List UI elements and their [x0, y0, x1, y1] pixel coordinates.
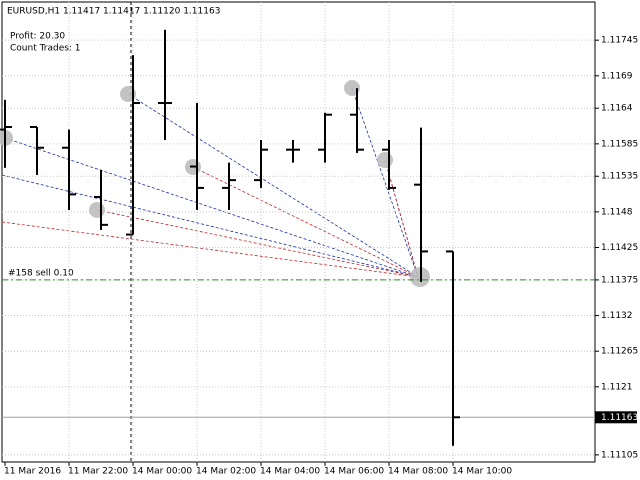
x-tick-label: 14 Mar 02:00 [196, 467, 256, 477]
y-tick-label: 1.11105 [601, 450, 638, 460]
y-tick-label: 1.11745 [601, 36, 638, 46]
x-tick-label: 11 Mar 22:00 [68, 467, 128, 477]
trade-line [96, 209, 419, 278]
plot-frame [1, 1, 596, 463]
y-tick-label: 1.1169 [601, 71, 633, 81]
order-label: #158 sell 0.10 [8, 268, 74, 278]
current-price-box [595, 411, 637, 424]
trade-line [1, 174, 419, 278]
x-tick-label: 14 Mar 06:00 [324, 467, 384, 477]
trade-point [377, 152, 393, 168]
trade-line [192, 166, 419, 278]
trade-point [89, 202, 105, 218]
x-tick-label: 14 Mar 04:00 [260, 467, 320, 477]
trade-line [384, 159, 419, 278]
y-tick-label: 1.11375 [601, 275, 638, 285]
current-price-label: 1.11163 [601, 413, 638, 423]
trade-points [0, 80, 430, 287]
x-tick-label: 11 Mar 2016 [4, 467, 61, 477]
y-tick-label: 1.1164 [601, 104, 633, 114]
trade-line [351, 87, 419, 278]
y-tick-label: 1.1148 [601, 207, 633, 217]
y-tick-label: 1.1132 [601, 311, 633, 321]
y-tick-label: 1.1121 [601, 382, 633, 392]
annotation: Profit: 20.30 [10, 32, 65, 42]
trade-lines [1, 87, 419, 278]
y-tick-label: 1.11425 [601, 243, 638, 253]
annotation: Count Trades: 1 [10, 44, 81, 54]
trade-line [127, 93, 419, 278]
y-tick-label: 1.11265 [601, 347, 638, 357]
y-tick-label: 1.11585 [601, 139, 638, 149]
x-tick-label: 14 Mar 10:00 [452, 467, 512, 477]
trade-line [4, 137, 419, 278]
y-tick-label: 1.11535 [601, 172, 638, 182]
chart-title: EURUSD,H1 1.11417 1.11417 1.11120 1.1116… [7, 7, 220, 17]
x-tick-label: 14 Mar 08:00 [388, 467, 448, 477]
trade-point [0, 130, 13, 146]
x-tick-label: 14 Mar 00:00 [132, 467, 192, 477]
